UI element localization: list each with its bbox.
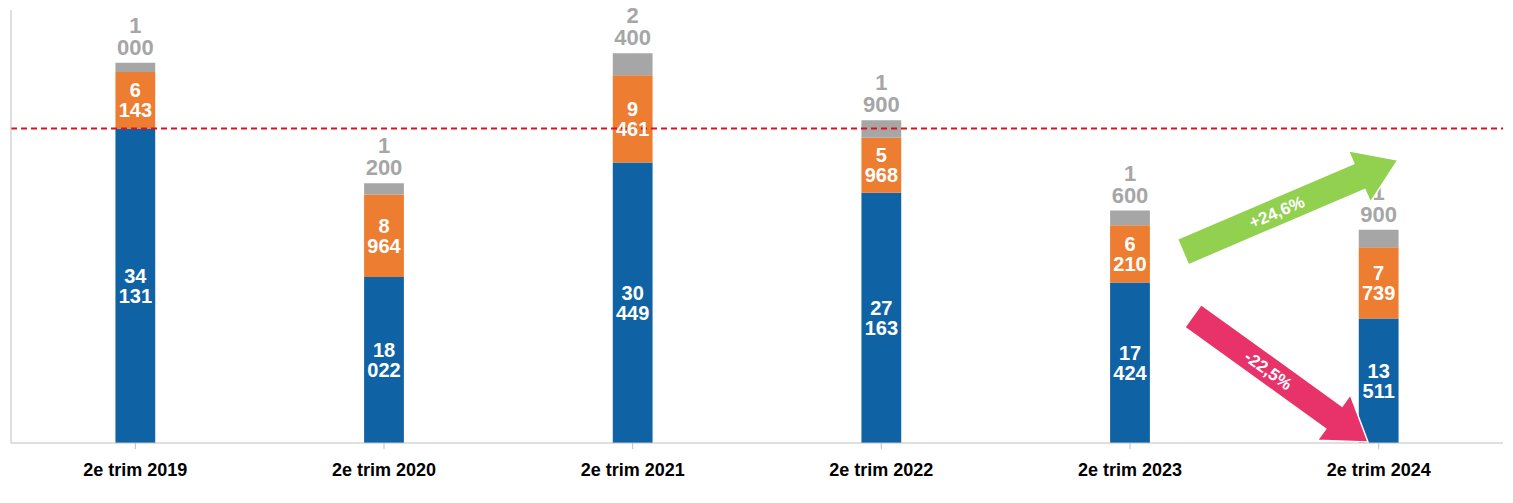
svg-text:-22,5%: -22,5%: [1241, 347, 1296, 394]
svg-text:2e trim 2020: 2e trim 2020: [332, 460, 436, 480]
svg-text:34131: 34131: [119, 265, 152, 307]
svg-text:+24,6%: +24,6%: [1246, 192, 1307, 232]
svg-text:6210: 6210: [1113, 233, 1146, 275]
svg-text:2e trim 2023: 2e trim 2023: [1078, 460, 1182, 480]
svg-text:2e trim 2024: 2e trim 2024: [1327, 460, 1431, 480]
svg-text:2e trim 2019: 2e trim 2019: [83, 460, 187, 480]
svg-text:2e trim 2022: 2e trim 2022: [829, 460, 933, 480]
svg-text:27163: 27163: [865, 297, 898, 339]
svg-text:1900: 1900: [863, 70, 900, 117]
svg-text:1000: 1000: [117, 13, 154, 60]
svg-text:1200: 1200: [366, 133, 403, 180]
svg-text:13511: 13511: [1363, 360, 1395, 402]
svg-text:2e trim 2021: 2e trim 2021: [581, 460, 685, 480]
svg-text:18022: 18022: [367, 339, 400, 381]
svg-text:17424: 17424: [1113, 342, 1147, 384]
svg-text:8964: 8964: [367, 215, 401, 257]
svg-text:2400: 2400: [614, 3, 651, 50]
svg-text:1900: 1900: [1360, 180, 1397, 227]
svg-text:5968: 5968: [865, 144, 898, 186]
svg-text:1600: 1600: [1112, 161, 1149, 208]
svg-text:6143: 6143: [119, 79, 152, 121]
svg-text:30449: 30449: [616, 282, 649, 324]
svg-text:7739: 7739: [1362, 262, 1395, 304]
svg-text:9461: 9461: [616, 98, 649, 140]
